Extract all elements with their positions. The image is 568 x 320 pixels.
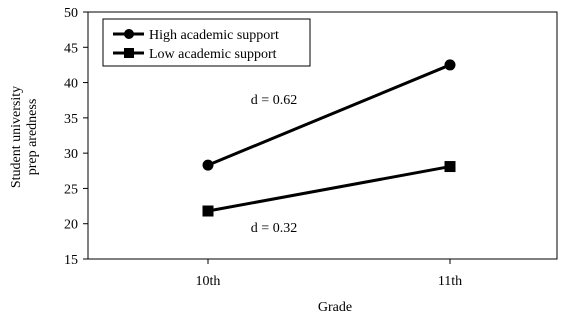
- y-tick-label: 20: [64, 218, 78, 233]
- data-point-square: [444, 161, 456, 173]
- data-point-circle: [444, 59, 456, 71]
- y-tick-label: 35: [64, 112, 78, 127]
- y-tick-label: 50: [64, 6, 78, 21]
- y-tick-label: 30: [64, 147, 78, 162]
- legend: High academic support Low academic suppor…: [102, 18, 311, 67]
- legend-label: Low academic support: [149, 47, 277, 62]
- y-tick-label: 15: [64, 253, 78, 268]
- x-axis-title: Grade: [318, 300, 352, 315]
- y-axis-title-line-2: prep aredness: [25, 99, 40, 176]
- legend-marker-circle: [124, 29, 134, 39]
- series-line: [207, 165, 451, 213]
- data-point-circle: [202, 159, 214, 171]
- plot-area: [87, 11, 558, 260]
- y-axis-title-line-1: Student university: [9, 86, 24, 188]
- effect-size-label: d = 0.62: [251, 93, 297, 108]
- series-line: [207, 63, 451, 167]
- data-point-square: [202, 205, 214, 217]
- plot-frame: [87, 11, 558, 260]
- y-tick-label: 40: [64, 77, 78, 92]
- series-high-support: [202, 59, 456, 171]
- y-tick-label: 25: [64, 182, 78, 197]
- x-tick-label: 11th: [438, 274, 462, 289]
- legend-item: High academic support: [113, 28, 279, 43]
- series-low-support: [202, 161, 456, 217]
- series-layer: [202, 59, 456, 217]
- x-tick-label: 10th: [196, 274, 221, 289]
- legend-box: [102, 18, 311, 67]
- y-tick-label: 45: [64, 41, 78, 56]
- legend-marker-square: [124, 48, 134, 58]
- legend-item: Low academic support: [113, 47, 277, 62]
- legend-label: High academic support: [149, 28, 279, 43]
- effect-size-label: d = 0.32: [251, 221, 297, 236]
- axes: 15 20 25 30 35 40 45 50 10th 11th: [64, 6, 462, 289]
- annotations: d = 0.62 d = 0.32: [251, 93, 297, 236]
